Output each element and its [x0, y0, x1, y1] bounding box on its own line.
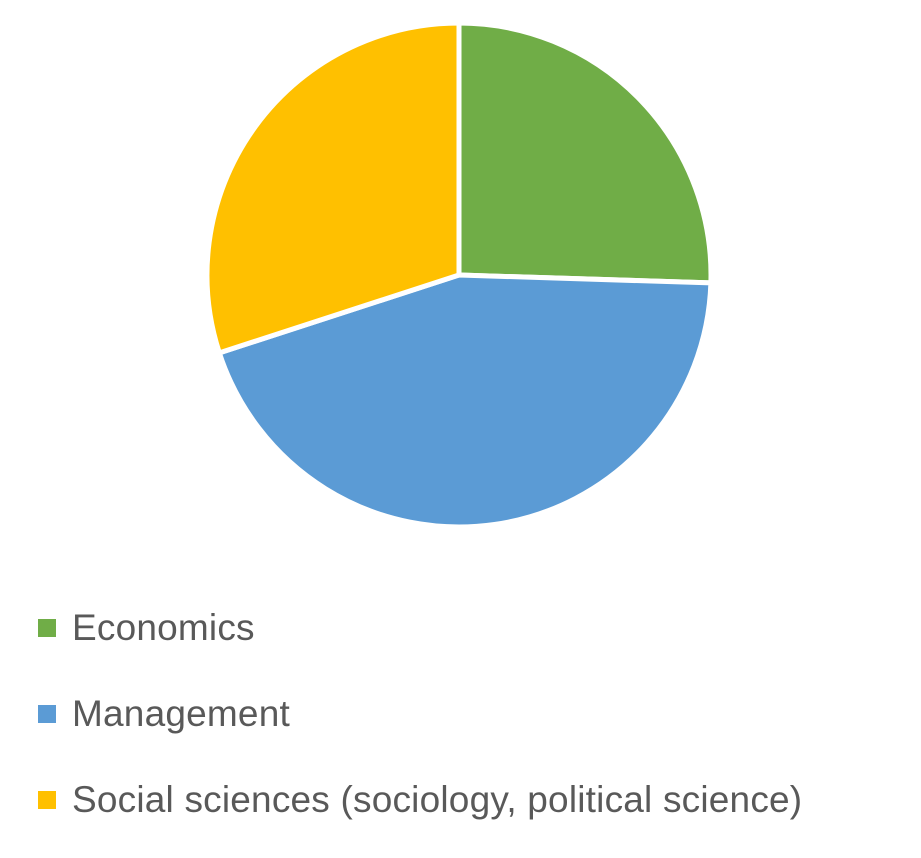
- legend-label-management: Management: [72, 693, 290, 734]
- legend-swatch-economics: [38, 619, 56, 637]
- legend-swatch-social-sciences: [38, 791, 56, 809]
- chart-legend: Economics Management Social sciences (so…: [38, 600, 908, 858]
- legend-item-social-sciences: Social sciences (sociology, political sc…: [38, 772, 908, 828]
- legend-label-economics: Economics: [72, 607, 255, 648]
- legend-swatch-management: [38, 705, 56, 723]
- pie-slice-social-sciences: [204, 20, 462, 356]
- pie-plot: [204, 20, 714, 530]
- legend-label-social-sciences: Social sciences (sociology, political sc…: [72, 779, 803, 820]
- legend-item-management: Management: [38, 686, 908, 742]
- pie-slice-economics: [456, 20, 714, 286]
- legend-item-economics: Economics: [38, 600, 908, 656]
- pie-slice-management: [216, 272, 714, 530]
